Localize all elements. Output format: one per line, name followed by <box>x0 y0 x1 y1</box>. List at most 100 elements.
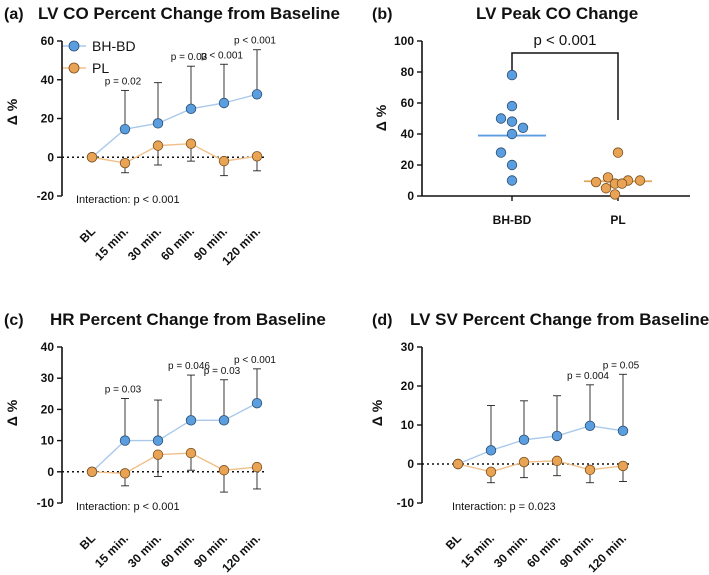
panel-b-title: LV Peak CO Change <box>476 4 638 23</box>
a-y-tick-label: 60 <box>41 34 55 48</box>
b-point-pl <box>609 189 621 200</box>
b-point-bhbd <box>506 159 518 171</box>
panel-a-interaction: Interaction: p < 0.001 <box>76 194 180 206</box>
d-x-tick-label: 60 min. <box>524 531 563 570</box>
b-y-tick-label: 40 <box>401 127 415 141</box>
c-point-pl <box>218 465 230 476</box>
c-point-pl <box>251 461 263 473</box>
b-point-bhbd <box>506 69 518 81</box>
legend-label-pl: PL <box>92 60 109 76</box>
panel-d-label: (d) <box>372 312 392 329</box>
c-series-line-pl <box>91 452 258 475</box>
c-y-tick-label: 20 <box>41 402 55 416</box>
b-point-pl <box>612 147 624 158</box>
d-point-pl <box>617 460 629 472</box>
b-y-tick-label: 100 <box>394 34 414 48</box>
c-pvalue-label: p = 0.03 <box>105 384 142 395</box>
c-point-bhbd <box>119 435 131 446</box>
d-point-bhbd <box>584 420 596 431</box>
panel-a-title: LV CO Percent Change from Baseline <box>38 4 340 23</box>
a-point-bhbd <box>218 97 230 109</box>
c-x-tick-label: 60 min. <box>158 531 197 570</box>
a-point-bhbd <box>152 118 164 129</box>
c-pvalue-label: p = 0.03 <box>204 366 241 377</box>
c-y-tick-label: 0 <box>47 465 54 479</box>
panel-d-interaction: Interaction: p = 0.023 <box>452 501 556 513</box>
c-series-line-bhbd <box>91 402 258 473</box>
c-point-bhbd <box>218 415 230 426</box>
d-point-pl <box>518 456 530 468</box>
d-point-pl <box>452 458 464 470</box>
a-y-tick-label: 0 <box>47 150 54 164</box>
a-pvalue-label: p = 0.03 <box>171 52 208 63</box>
panel-b: (b) LV Peak CO Change Δ % p < 0.001 0 20 4… <box>372 4 690 227</box>
panel-a: (a) LV CO Percent Change from Baseline Δ… <box>4 4 340 268</box>
panel-b-plot: 0 20 40 60 80 100 BH-BD PL <box>394 34 690 227</box>
d-y-tick-label: 20 <box>401 379 415 393</box>
c-point-bhbd <box>152 435 164 446</box>
d-point-pl <box>551 455 563 467</box>
a-series-line-bhbd <box>91 93 258 158</box>
panel-a-ylabel: Δ % <box>4 98 20 125</box>
a-point-bhbd <box>251 89 263 100</box>
a-pvalue-label: p < 0.001 <box>234 36 276 47</box>
d-pvalue-label: p = 0.004 <box>567 371 609 382</box>
b-point-bhbd <box>506 116 518 127</box>
b-point-bhbd <box>495 147 507 158</box>
panel-a-label: (a) <box>4 6 24 23</box>
b-point-bhbd <box>517 122 529 134</box>
b-y-tick-label: 80 <box>401 65 415 79</box>
a-pvalue-label: p < 0.001 <box>201 50 243 61</box>
a-y-tick-label: 40 <box>41 73 55 87</box>
b-point-pl <box>600 183 612 194</box>
b-point-pl <box>634 175 646 186</box>
legend-marker-pl <box>68 62 80 74</box>
a-series-line-pl <box>91 142 258 164</box>
panel-c: (c) HR Percent Change from Baseline Δ % … <box>4 310 326 575</box>
a-point-bhbd <box>119 123 131 135</box>
a-point-pl <box>251 151 263 162</box>
b-point-bhbd <box>506 128 518 140</box>
c-y-tick-label: 40 <box>41 340 55 354</box>
a-point-pl <box>218 155 230 167</box>
c-x-tick-label: BL <box>77 531 98 552</box>
panel-a-legend: BH-BD PL <box>62 38 136 76</box>
a-point-pl <box>152 140 164 151</box>
d-x-tick-label: 30 min. <box>491 531 530 570</box>
d-pvalue-label: p = 0.05 <box>603 360 640 371</box>
d-point-bhbd <box>551 430 563 442</box>
c-point-bhbd <box>185 415 197 426</box>
b-point-pl <box>602 172 614 183</box>
d-point-bhbd <box>485 445 497 456</box>
c-pvalue-label: p = 0.046 <box>168 361 210 372</box>
panel-c-ylabel: Δ % <box>4 399 20 426</box>
b-point-pl <box>616 178 628 189</box>
a-x-tick-label: 30 min. <box>125 224 164 263</box>
d-y-tick-label: 30 <box>401 340 415 354</box>
a-point-bhbd <box>185 103 197 115</box>
d-series-line-pl <box>457 460 624 473</box>
b-point-bhbd <box>495 113 507 124</box>
b-point-bhbd <box>506 100 518 112</box>
panel-b-ylabel: Δ % <box>373 104 389 131</box>
a-x-tick-label: BL <box>77 224 98 245</box>
d-point-pl <box>485 466 497 478</box>
d-point-bhbd <box>518 434 530 446</box>
c-point-bhbd <box>251 397 263 409</box>
b-x-tick-label: PL <box>610 213 625 227</box>
panel-b-comparison-pvalue: p < 0.001 <box>534 32 597 49</box>
a-point-pl <box>185 138 197 149</box>
c-point-pl <box>119 468 131 479</box>
b-comparison-bracket <box>511 52 619 120</box>
c-y-tick-label: 10 <box>41 434 55 448</box>
a-x-tick-label: 60 min. <box>158 224 197 263</box>
panel-d-ylabel: Δ % <box>369 399 385 426</box>
a-y-tick-label: -20 <box>37 189 55 203</box>
c-pvalue-label: p < 0.001 <box>234 355 276 366</box>
b-y-tick-label: 60 <box>401 96 415 110</box>
panel-d: (d) LV SV Percent Change from Baseline Δ… <box>369 310 709 575</box>
panel-d-title: LV SV Percent Change from Baseline <box>410 310 709 329</box>
c-x-tick-label: 30 min. <box>125 531 164 570</box>
